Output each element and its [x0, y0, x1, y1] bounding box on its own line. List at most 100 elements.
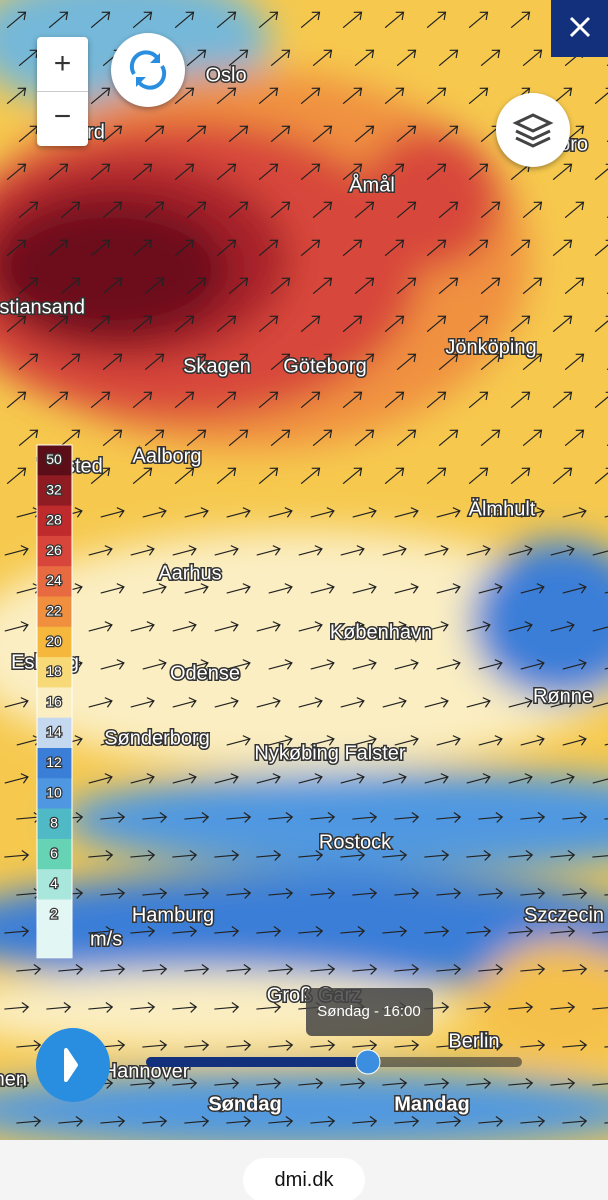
city-label: København — [330, 621, 432, 643]
arrow-shape — [480, 201, 501, 219]
arrow-shape — [478, 888, 504, 899]
arrow-shape — [522, 429, 543, 447]
wind-arrow — [396, 277, 417, 295]
wind-arrow — [300, 11, 321, 29]
arrow-shape — [394, 659, 419, 670]
arrow-shape — [184, 1116, 210, 1127]
wind-arrow — [550, 773, 575, 784]
close-button[interactable] — [551, 0, 608, 57]
wind-arrow — [100, 888, 126, 899]
arrow-shape — [352, 964, 378, 975]
wind-arrow — [354, 201, 375, 219]
legend-swatch — [37, 838, 72, 870]
wind-arrow — [258, 87, 279, 105]
zoom-in[interactable]: + — [37, 37, 88, 92]
slider-handle[interactable] — [355, 1049, 381, 1075]
arrow-shape — [396, 49, 417, 67]
arrow-shape — [172, 621, 197, 632]
wind-arrow — [382, 1078, 408, 1089]
layers-button[interactable] — [496, 93, 570, 167]
url-bar[interactable]: dmi.dk — [243, 1158, 365, 1200]
legend-value: 14 — [46, 724, 62, 740]
arrow-shape — [298, 621, 323, 632]
wind-arrow — [384, 163, 405, 181]
arrow-shape — [214, 621, 239, 632]
wind-arrow — [382, 545, 407, 556]
arrow-shape — [436, 888, 462, 899]
play-icon — [64, 1048, 78, 1082]
wind-arrow — [426, 87, 447, 105]
zoom-out[interactable]: − — [53, 100, 72, 133]
arrow-shape — [144, 429, 165, 447]
wind-arrow — [384, 315, 405, 333]
wind-arrow — [18, 353, 39, 371]
wind-arrow — [184, 1116, 210, 1127]
arrow-shape — [354, 49, 375, 67]
arrow-shape — [592, 621, 608, 632]
legend-swatch — [37, 505, 72, 537]
day-label: Søndag — [208, 1093, 281, 1115]
wind-arrow — [226, 964, 252, 975]
wind-arrow — [6, 163, 27, 181]
wind-arrow — [144, 277, 165, 295]
wind-arrow — [342, 163, 363, 181]
wind-arrow — [394, 964, 420, 975]
arrow-shape — [426, 11, 447, 29]
wind-arrow — [48, 239, 69, 257]
arrow-shape — [268, 888, 294, 899]
arrow-shape — [216, 87, 237, 105]
wind-arrow — [18, 277, 39, 295]
wind-arrow — [132, 467, 153, 485]
arrow-shape — [396, 429, 417, 447]
arrow-shape — [172, 773, 197, 784]
wind-arrow — [6, 239, 27, 257]
refresh-button[interactable] — [111, 33, 185, 107]
wind-arrow — [352, 659, 377, 670]
city-label: Bremen — [0, 1068, 27, 1090]
arrow-shape — [384, 315, 405, 333]
wind-arrow — [466, 926, 492, 937]
wind-arrow — [172, 773, 197, 784]
wind-arrow — [550, 697, 575, 708]
wind-arrow — [216, 391, 237, 409]
legend-value: 20 — [46, 633, 62, 649]
wind-arrow — [226, 507, 251, 518]
arrow-shape — [382, 926, 408, 937]
arrow-shape — [592, 926, 608, 937]
wind-arrow — [478, 1040, 504, 1051]
legend-swatch — [37, 596, 72, 628]
wind-arrow — [310, 888, 336, 899]
wind-arrow — [298, 850, 324, 861]
wind-arrow — [552, 163, 573, 181]
wind-arrow — [4, 926, 30, 937]
wind-arrow — [310, 1040, 336, 1051]
arrow-shape — [4, 1078, 30, 1089]
arrow-shape — [552, 163, 573, 181]
arrow-shape — [424, 773, 449, 784]
arrow-shape — [510, 11, 531, 29]
map: OslordÖrebroÅmålKristiansandSkagenGötebo… — [0, 0, 608, 1140]
arrow-shape — [592, 1078, 608, 1089]
arrow-shape — [216, 315, 237, 333]
wind-arrow — [520, 964, 546, 975]
wind-arrow — [268, 507, 293, 518]
arrow-shape — [142, 507, 167, 518]
wind-arrow — [16, 1116, 42, 1127]
arrow-shape — [520, 888, 546, 899]
wind-arrow — [340, 697, 365, 708]
arrow-shape — [214, 697, 239, 708]
arrow-shape — [438, 125, 459, 143]
legend-value: 16 — [46, 693, 62, 709]
arrow-shape — [310, 812, 336, 823]
arrow-shape — [342, 239, 363, 257]
city-label: Szczecin — [524, 904, 604, 926]
wind-arrow — [520, 659, 545, 670]
arrow-shape — [520, 1040, 546, 1051]
arrow-shape — [552, 239, 573, 257]
arrow-shape — [592, 697, 608, 708]
wind-arrow — [102, 353, 123, 371]
wind-arrow — [130, 926, 156, 937]
wind-arrow — [342, 315, 363, 333]
wind-arrow — [394, 659, 419, 670]
arrow-shape — [258, 11, 279, 29]
